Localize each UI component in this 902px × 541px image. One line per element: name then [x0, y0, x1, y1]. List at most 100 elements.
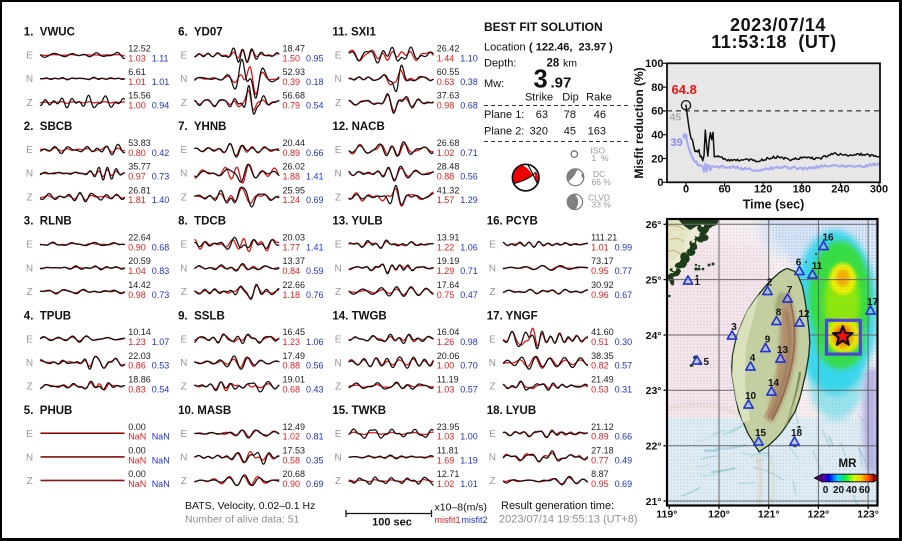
svg-text:0.68: 0.68 — [283, 384, 301, 394]
svg-text:4: 4 — [750, 353, 756, 364]
svg-text:Misfit reduction (%): Misfit reduction (%) — [632, 67, 646, 178]
svg-text:15.56: 15.56 — [128, 91, 151, 101]
svg-text:18: 18 — [791, 428, 803, 439]
svg-text:Z: Z — [26, 476, 32, 487]
svg-text:N: N — [26, 74, 33, 85]
svg-text:ISO: ISO — [591, 146, 606, 156]
svg-text:0: 0 — [823, 485, 829, 496]
svg-text:45: 45 — [670, 112, 682, 124]
svg-text:0.95: 0.95 — [591, 266, 609, 276]
svg-text:NaN: NaN — [152, 455, 170, 465]
svg-text:0.98: 0.98 — [128, 290, 146, 300]
svg-text:BEST FIT SOLUTION: BEST FIT SOLUTION — [484, 20, 603, 34]
svg-text:6.61: 6.61 — [128, 67, 146, 77]
svg-text:NaN: NaN — [152, 479, 170, 489]
svg-text:21.12: 21.12 — [591, 422, 614, 432]
svg-text:11. SXI1: 11. SXI1 — [332, 27, 376, 39]
svg-text:km: km — [563, 58, 577, 70]
svg-text:0.80: 0.80 — [128, 148, 146, 158]
svg-text:Depth:: Depth: — [484, 58, 516, 70]
svg-text:E: E — [335, 334, 342, 345]
svg-text:1.22: 1.22 — [437, 243, 455, 253]
svg-text:E: E — [489, 334, 496, 345]
svg-text:12.52: 12.52 — [128, 43, 151, 53]
svg-text:Time (sec): Time (sec) — [743, 198, 805, 212]
svg-text:E: E — [26, 429, 33, 440]
svg-text:Z: Z — [181, 287, 187, 298]
svg-text:Z: Z — [489, 287, 495, 298]
svg-text:120°: 120° — [708, 509, 730, 521]
svg-text:22°: 22° — [646, 441, 662, 453]
svg-text:1.11: 1.11 — [152, 53, 169, 63]
svg-text:37.63: 37.63 — [437, 91, 460, 101]
svg-text:20.06: 20.06 — [437, 351, 460, 361]
svg-text:16. PCYB: 16. PCYB — [487, 216, 538, 228]
svg-text:0.89: 0.89 — [591, 432, 609, 442]
svg-text:1.40: 1.40 — [152, 195, 170, 205]
svg-text:NaN: NaN — [128, 455, 146, 465]
svg-text:0.43: 0.43 — [306, 384, 324, 394]
svg-text:N: N — [334, 358, 341, 369]
svg-text:0.57: 0.57 — [460, 384, 478, 394]
svg-text:25°: 25° — [646, 274, 662, 286]
svg-text:0.63: 0.63 — [437, 77, 455, 87]
svg-text:NaN: NaN — [128, 479, 146, 489]
svg-text:13.37: 13.37 — [283, 256, 306, 266]
svg-text:0.57: 0.57 — [615, 361, 633, 371]
svg-text:0.81: 0.81 — [306, 432, 324, 442]
svg-text:1.81: 1.81 — [128, 195, 146, 205]
svg-text:x10–8(m/s): x10–8(m/s) — [435, 502, 488, 514]
svg-text:14.42: 14.42 — [128, 280, 151, 290]
svg-text:80: 80 — [651, 82, 663, 94]
svg-text:0.73: 0.73 — [152, 172, 170, 182]
svg-text:0.38: 0.38 — [460, 77, 478, 87]
svg-text:10: 10 — [745, 391, 757, 402]
svg-text:0.97: 0.97 — [128, 172, 146, 182]
svg-text:N: N — [26, 453, 33, 464]
svg-text:11: 11 — [812, 261, 823, 272]
svg-text:46: 46 — [594, 109, 606, 121]
svg-text:N: N — [180, 263, 187, 274]
svg-text:0.56: 0.56 — [460, 172, 478, 182]
svg-text:E: E — [180, 334, 187, 345]
svg-text:1.00: 1.00 — [460, 432, 478, 442]
svg-text:1.23: 1.23 — [128, 337, 146, 347]
svg-text:9. SSLB: 9. SSLB — [178, 310, 225, 322]
svg-text:Z: Z — [335, 287, 341, 298]
svg-text:.97: .97 — [551, 75, 572, 92]
svg-text:1.88: 1.88 — [283, 172, 301, 182]
svg-text:41.32: 41.32 — [437, 185, 460, 195]
svg-text:1.18: 1.18 — [283, 290, 301, 300]
svg-text:1.02: 1.02 — [437, 148, 455, 158]
svg-text:28: 28 — [547, 58, 560, 70]
svg-text:22.66: 22.66 — [283, 280, 306, 290]
svg-text:Z: Z — [181, 98, 187, 109]
svg-text:0.68: 0.68 — [460, 101, 478, 111]
svg-text:E: E — [489, 429, 496, 440]
svg-text:12.71: 12.71 — [437, 469, 460, 479]
svg-text:15. TWKB: 15. TWKB — [332, 405, 386, 417]
svg-text:MR: MR — [839, 458, 858, 470]
svg-text:Location: Location — [484, 42, 526, 54]
svg-text:119°: 119° — [656, 509, 677, 521]
svg-text:1.03: 1.03 — [437, 432, 455, 442]
svg-text:39: 39 — [671, 137, 683, 149]
svg-text:122°: 122° — [808, 509, 830, 521]
svg-text:1.29: 1.29 — [437, 266, 455, 276]
svg-text:0.00: 0.00 — [128, 469, 146, 479]
svg-text:66 %: 66 % — [592, 177, 612, 187]
svg-text:52.93: 52.93 — [283, 67, 306, 77]
svg-text:0.99: 0.99 — [615, 243, 633, 253]
svg-text:N: N — [180, 453, 187, 464]
svg-text:0.70: 0.70 — [460, 361, 478, 371]
svg-text:1.26: 1.26 — [437, 337, 455, 347]
svg-text:N: N — [489, 263, 496, 274]
svg-text:N: N — [334, 74, 341, 85]
svg-text:16.45: 16.45 — [283, 327, 306, 337]
svg-text:20.59: 20.59 — [128, 256, 151, 266]
svg-text:1.41: 1.41 — [306, 172, 324, 182]
svg-text:1.69: 1.69 — [437, 455, 455, 465]
svg-text:N: N — [180, 358, 187, 369]
svg-text:E: E — [26, 334, 33, 345]
svg-text:Z: Z — [335, 476, 341, 487]
